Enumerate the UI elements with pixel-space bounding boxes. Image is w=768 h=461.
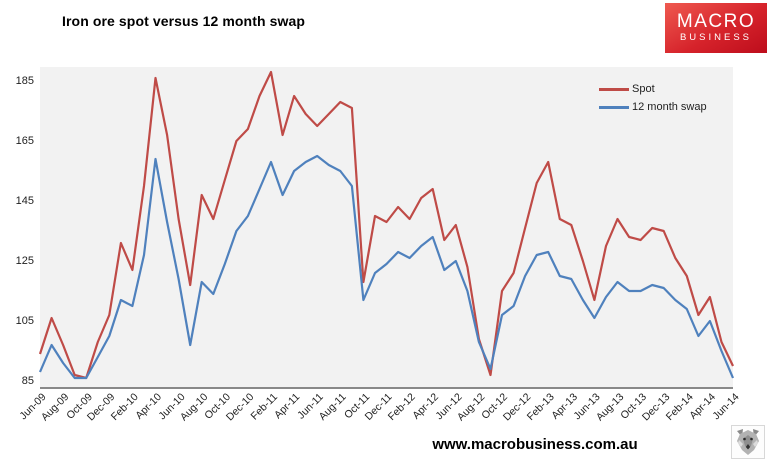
logo-text-business: BUSINESS: [679, 32, 753, 43]
legend-line-swatch: [599, 87, 629, 91]
legend-item: 12 month swap: [599, 98, 707, 116]
wolf-logo: [731, 425, 765, 459]
y-tick-label: 185: [15, 75, 34, 87]
y-tick-label: 125: [15, 255, 34, 267]
legend-label: Spot: [632, 83, 655, 95]
y-tick-label: 105: [15, 315, 34, 327]
legend-item: Spot: [599, 80, 707, 98]
legend-label: 12 month swap: [632, 101, 707, 113]
series-line-spot: [38, 70, 734, 380]
macrobusiness-logo: MACRO BUSINESS: [665, 3, 767, 53]
wolf-icon: [737, 429, 759, 455]
page-title: Iron ore spot versus 12 month swap: [62, 13, 306, 29]
logo-text-macro: MACRO: [676, 11, 756, 32]
plot-area: [40, 67, 733, 389]
y-tick-label: 85: [21, 375, 34, 387]
y-tick-label: 145: [15, 195, 34, 207]
y-tick-label: 165: [15, 135, 34, 147]
website-url: www.macrobusiness.com.au: [432, 436, 638, 453]
line-chart: [38, 70, 735, 380]
series-line-12-month-swap: [38, 154, 735, 380]
legend: Spot 12 month swap: [599, 80, 707, 116]
legend-line-swatch: [599, 105, 629, 109]
